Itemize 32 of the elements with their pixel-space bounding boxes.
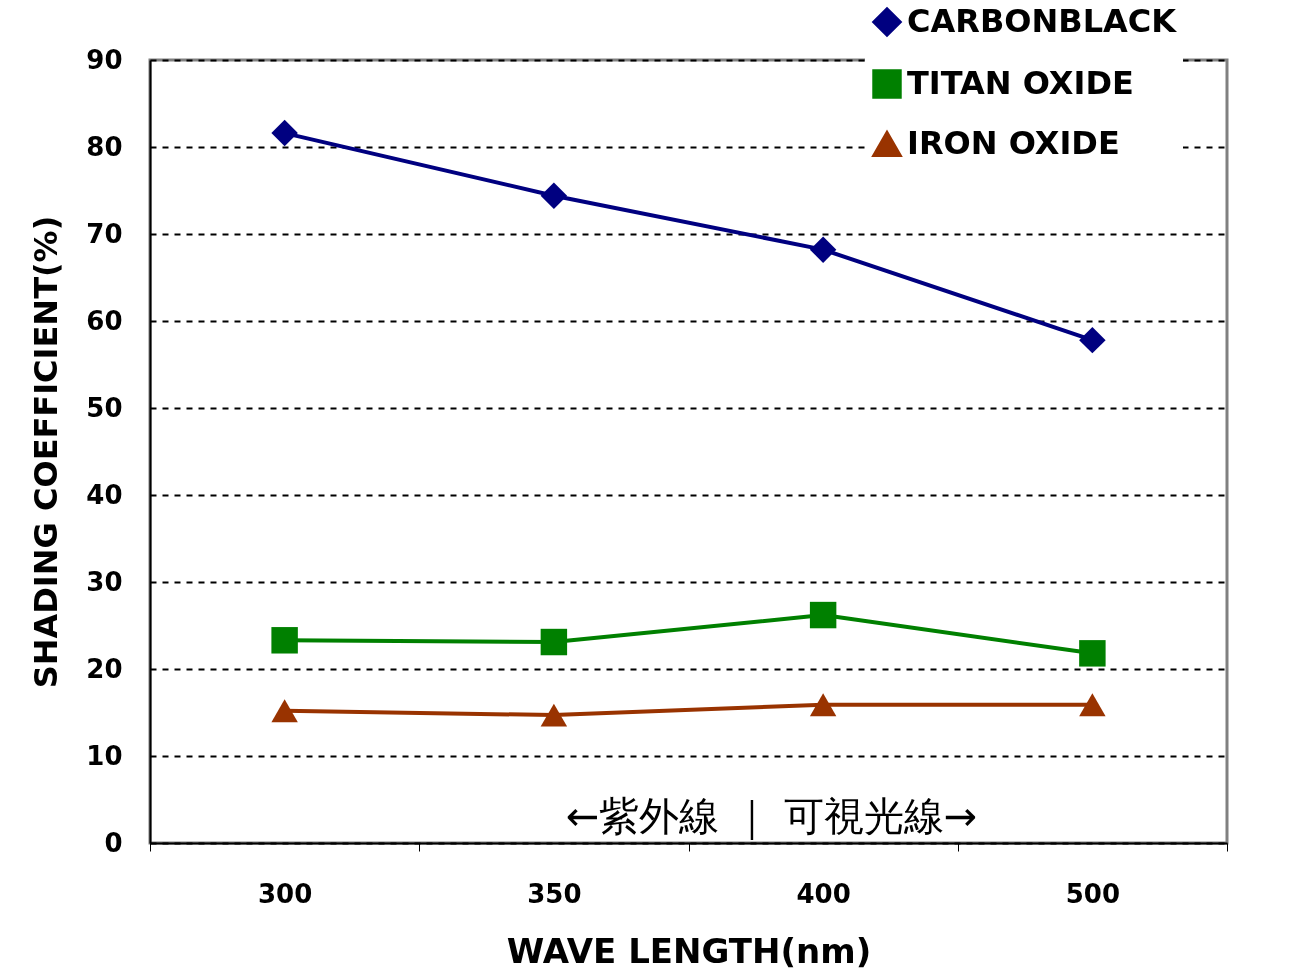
legend-label: CARBONBLACK — [907, 2, 1178, 40]
legend-label: IRON OXIDE — [907, 124, 1120, 162]
x-axis-title: WAVE LENGTH(nm) — [506, 930, 872, 971]
point — [809, 236, 837, 263]
legend-label: TITAN OXIDE — [907, 64, 1134, 102]
annotation: ←紫外線 ｜ 可視光線→ — [565, 793, 978, 840]
point — [1079, 693, 1106, 717]
point — [540, 182, 568, 209]
y-tick-label: 10 — [86, 740, 123, 771]
point — [809, 601, 837, 629]
point — [540, 628, 568, 656]
x-tick-label: 350 — [527, 878, 582, 909]
y-tick-label: 80 — [86, 131, 123, 162]
point — [271, 119, 298, 147]
point — [271, 627, 298, 654]
point — [809, 693, 837, 717]
y-tick-label: 40 — [86, 479, 123, 510]
y-tick-label: 30 — [86, 566, 123, 597]
y-tick-label: 50 — [86, 392, 123, 423]
y-tick-label: 60 — [86, 305, 123, 336]
y-tick-label: 20 — [86, 653, 123, 684]
point — [540, 703, 568, 727]
point — [1079, 326, 1106, 354]
y-axis-title: SHADING COEFFICIENT(%) — [27, 215, 66, 689]
y-tick-label: 0 — [104, 827, 123, 858]
y-tick-label: 70 — [86, 218, 123, 249]
x-tick-label: 400 — [796, 878, 851, 909]
point — [1079, 640, 1106, 667]
y-tick-label: 90 — [86, 44, 123, 75]
point — [271, 699, 298, 723]
x-tick-label: 500 — [1065, 878, 1121, 909]
x-tick-label: 300 — [257, 878, 313, 909]
